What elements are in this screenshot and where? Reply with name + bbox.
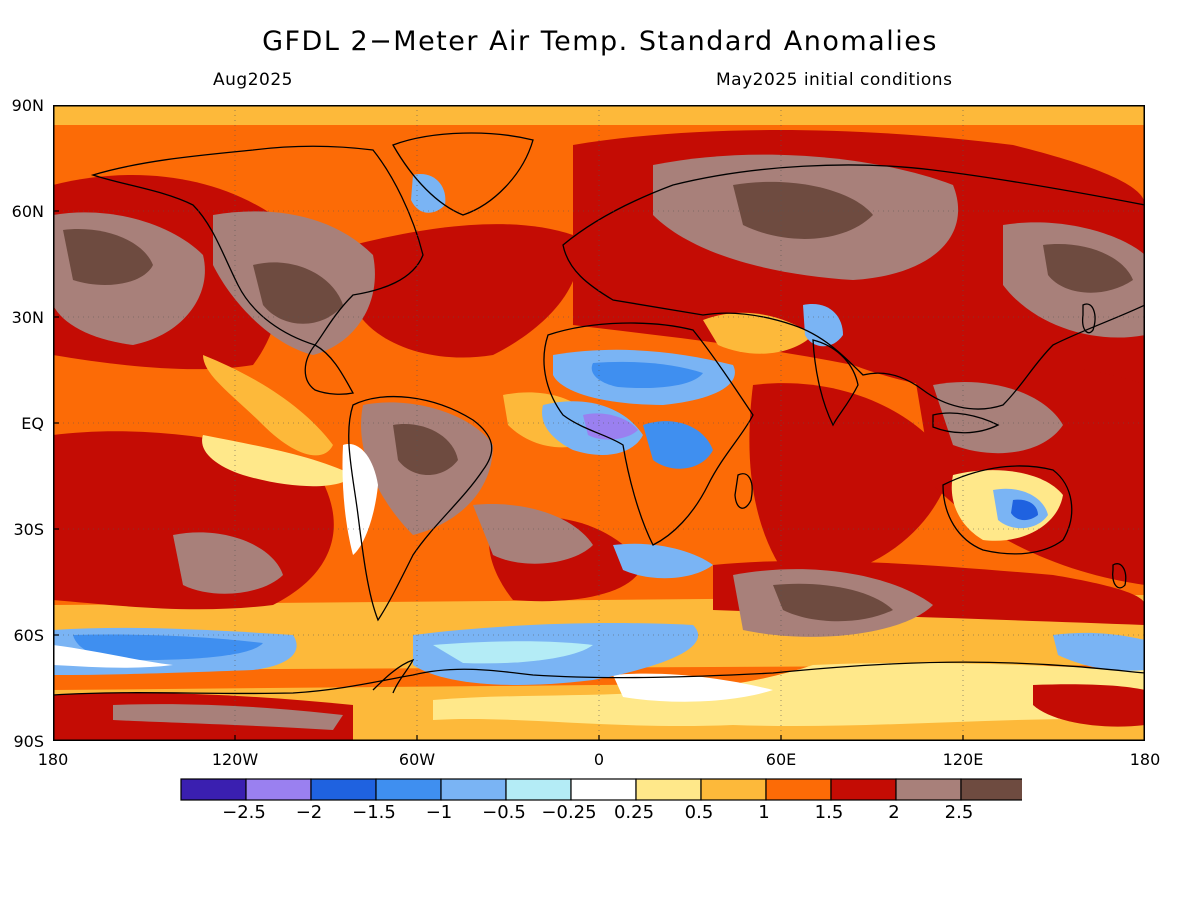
japan-coast — [1082, 303, 1096, 334]
north-america-coast — [90, 145, 424, 395]
antarctica-white-patch — [613, 673, 773, 702]
lon-label-180w: 180 — [37, 750, 69, 769]
colorbar-label-neg0.25: −0.25 — [541, 802, 597, 823]
colorbar-label-neg1: −1 — [425, 802, 453, 823]
colorbar-label-neg0.5: −0.5 — [482, 802, 526, 823]
colorbar-swatch — [440, 778, 507, 801]
colorbar-swatch — [765, 778, 832, 801]
east-asia-brown-dark — [1043, 244, 1133, 293]
colorbar-label-neg2: −2 — [295, 802, 323, 823]
south-america-coast — [348, 396, 493, 622]
lon-label-0: 0 — [593, 750, 605, 769]
colorbar-swatch — [375, 778, 442, 801]
colorbar-label-2: 2 — [888, 802, 900, 823]
indian-ocean-south-brown-dark — [773, 583, 893, 622]
southern-ocean-pacific-cool-mid — [73, 634, 263, 660]
north-pacific-brown-dark — [63, 229, 153, 285]
southern-ocean-east-cool — [1053, 632, 1145, 671]
coastlines — [53, 132, 1145, 696]
sahel-cool-mid — [591, 361, 703, 389]
lon-label-120w: 120W — [211, 750, 259, 769]
colorbar-swatch — [570, 778, 637, 801]
lat-label-90s: 90S — [13, 732, 44, 751]
lat-label-eq: EQ — [21, 414, 44, 433]
india-coast — [812, 339, 859, 427]
north-america-brown-dark — [253, 262, 343, 324]
colorbar — [180, 778, 1022, 801]
africa-coast — [543, 322, 754, 546]
colorbar-swatch — [830, 778, 897, 801]
tropical-pacific-yellow — [202, 435, 353, 487]
antarctica-east-red — [1033, 684, 1145, 727]
colorbar-swatch — [180, 778, 247, 801]
init-conditions-label: May2025 initial conditions — [716, 70, 953, 90]
lon-label-120e: 120E — [942, 750, 984, 769]
colorbar-label-neg1.5: −1.5 — [352, 802, 396, 823]
madagascar-coast — [734, 473, 753, 509]
axis-ticks — [53, 210, 964, 741]
east-pacific-yellow-plume — [203, 355, 333, 456]
maritime-continent-brown — [933, 381, 1063, 454]
colorbar-swatch — [635, 778, 702, 801]
map-title: GFDL 2−Meter Air Temp. Standard Anomalie… — [262, 26, 938, 57]
south-america-brown-dark — [393, 424, 458, 475]
lat-label-60n: 60N — [11, 202, 44, 221]
colorbar-swatch — [245, 778, 312, 801]
antarctica-west-brown — [113, 704, 343, 730]
antarctica-pale — [433, 662, 1145, 727]
greenland-coast — [392, 132, 534, 216]
south-africa-cool — [613, 543, 713, 579]
antarctic-peninsula-coast — [372, 658, 415, 694]
colorbar-swatch — [895, 778, 962, 801]
lon-label-180e: 180 — [1129, 750, 1161, 769]
colorbar-label-neg2.5: −2.5 — [222, 802, 266, 823]
lat-label-30s: 30S — [13, 520, 44, 539]
south-atlantic-brown — [473, 504, 593, 564]
colorbar-label-0.5: 0.5 — [684, 802, 714, 823]
east-africa-cool — [643, 421, 713, 469]
eurasia-coast — [562, 164, 1145, 410]
australia-cool-deep — [1011, 499, 1038, 521]
siberia-brown-dark — [733, 181, 873, 239]
colorbar-label-0.25: 0.25 — [613, 802, 655, 823]
southern-ocean-atlantic-cool-pale — [433, 641, 593, 664]
lat-label-30n: 30N — [11, 308, 44, 327]
colorbar-label-2.5: 2.5 — [944, 802, 974, 823]
valid-month-label: Aug2025 — [213, 70, 293, 90]
lon-label-60w: 60W — [398, 750, 436, 769]
colorbar-label-1.5: 1.5 — [814, 802, 844, 823]
graticule — [53, 105, 1145, 741]
australia-coast — [942, 465, 1073, 555]
colorbar-label-1: 1 — [758, 802, 770, 823]
greenland-cool — [411, 174, 446, 213]
colorbar-swatch — [960, 778, 1022, 801]
lon-label-60e: 60E — [765, 750, 797, 769]
indonesia-coast — [932, 412, 1000, 434]
north-atlantic-red — [353, 224, 579, 358]
colorbar-swatch — [310, 778, 377, 801]
colorbar-swatch — [700, 778, 767, 801]
antarctica-coast — [53, 661, 1145, 696]
colorbar-swatch — [505, 778, 572, 801]
indian-ocean-red — [749, 383, 953, 585]
antarctic-coast-white — [53, 645, 173, 668]
lat-label-90n: 90N — [11, 96, 44, 115]
lat-label-60s: 60S — [13, 626, 44, 645]
india-cool — [803, 304, 843, 347]
anomaly-map — [53, 105, 1145, 741]
new-zealand-coast — [1112, 563, 1127, 589]
south-pacific-brown — [173, 532, 283, 594]
